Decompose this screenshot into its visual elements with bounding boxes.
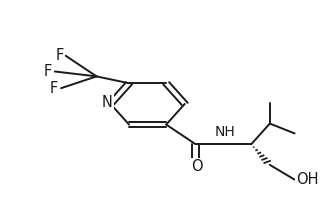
Text: NH: NH	[214, 125, 235, 139]
Text: N: N	[102, 95, 113, 110]
Text: OH: OH	[296, 172, 318, 187]
Text: F: F	[43, 64, 52, 79]
Text: F: F	[50, 81, 58, 96]
Text: O: O	[191, 159, 203, 174]
Text: F: F	[56, 48, 64, 63]
